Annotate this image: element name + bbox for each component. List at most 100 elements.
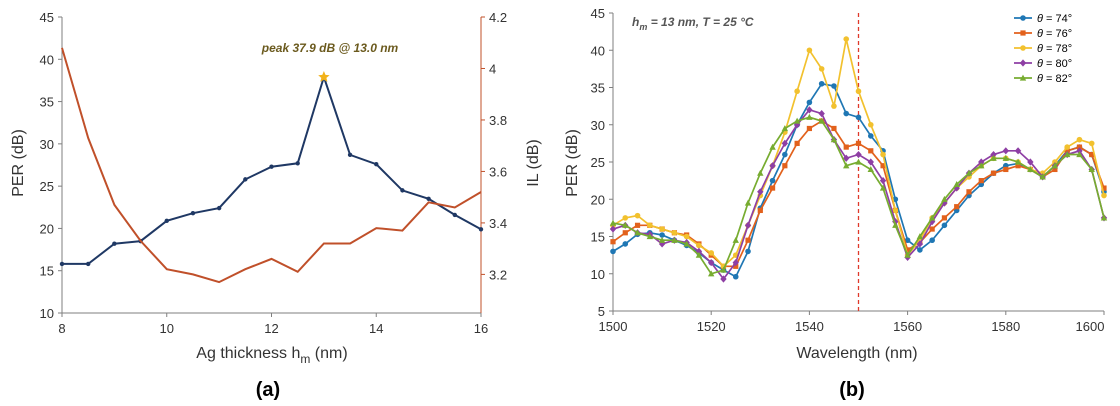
panel-b-series-point [794, 140, 800, 146]
panel-b-series-point [1088, 140, 1095, 147]
panel-b-series-point [1052, 166, 1058, 173]
panel-a-y-tick-label: 15 [40, 264, 54, 279]
panel-b-series-point [954, 204, 960, 210]
panel-b-series-point [928, 214, 936, 221]
panel-a-x-axis-label-main: Ag thickness h [196, 345, 300, 362]
legend-label: θ = 74° [1037, 13, 1072, 25]
panel-b-series-point [831, 83, 837, 89]
panel-b-y-tick-label: 40 [591, 43, 605, 58]
panel-b-y-tick-label: 30 [591, 118, 605, 133]
panel-b-series-point [745, 237, 751, 243]
panel-b-series-point [818, 66, 825, 72]
panel-b-series-point [1051, 162, 1059, 169]
panel-b-series-point [831, 125, 837, 132]
panel-a-series [59, 47, 484, 284]
panel-b-series-point [867, 133, 874, 139]
panel-b-series-point [610, 239, 616, 245]
panel-a-y-axis-label: PER (dB) [10, 129, 27, 197]
panel-b-series-point [671, 236, 678, 243]
panel-b-series-point [708, 250, 714, 256]
panel-a-per-point [243, 177, 248, 182]
panel-b-series-point [941, 215, 948, 221]
panel-b-series-point [892, 221, 899, 228]
panel-a-y-tick-label: 40 [40, 52, 54, 67]
panel-a-x-tick-label: 8 [58, 321, 65, 336]
panel-b-y-tick-label: 10 [591, 267, 605, 282]
panel-b-series-point [733, 263, 739, 269]
panel-b-series-point [953, 184, 960, 192]
panel-b-series-point [855, 140, 862, 146]
panel-b-series-point [1039, 173, 1046, 180]
panel-a-per-line [62, 73, 482, 265]
panel-b-series-point [769, 177, 776, 184]
panel-b-series-point [941, 199, 948, 207]
panel-b-series-point [683, 233, 690, 240]
panel-b-x-tick-label: 1560 [893, 319, 922, 334]
panel-b-series-point [1100, 214, 1108, 221]
panel-b-series-point [1076, 144, 1083, 150]
panel-b-annotation-h: h [632, 15, 639, 29]
panel-b-series-point [769, 185, 776, 191]
legend-theta-value: = 76° [1043, 28, 1072, 40]
panel-b-series-point [622, 241, 629, 247]
panel-b-series-point [659, 226, 665, 232]
panel-b-series-point [745, 248, 751, 255]
legend-label: θ = 76° [1037, 28, 1072, 40]
panel-a-peak-annotation: peak 37.9 dB @ 13.0 nm [261, 41, 399, 55]
panel-a-label: (a) [256, 379, 280, 401]
panel-b-series-point [843, 162, 850, 169]
panel-b-series-point [855, 158, 862, 165]
panel-a-per-point [295, 161, 300, 166]
panel-b-annotation-rest: = 13 nm, T = 25 °C [647, 15, 754, 29]
panel-b-series-point [1064, 148, 1070, 154]
panel-b-x-tick-label: 1580 [991, 319, 1020, 334]
panel-b-series-point [806, 47, 813, 54]
panel-b-series-point [806, 106, 813, 114]
legend-label: θ = 78° [1037, 43, 1072, 55]
panel-b-series-point [978, 162, 985, 169]
panel-b-series-point [695, 251, 703, 258]
panel-b-series-point [953, 180, 960, 187]
legend-theta-symbol: θ [1037, 13, 1043, 25]
panel-b-series-point [1076, 136, 1083, 143]
panel-a: 8 10 12 14 16 10 15 20 25 30 35 40 45 3.2 3.4 3.6 3.8 4 4.… [10, 10, 542, 401]
panel-b-series-point [818, 109, 825, 118]
panel-b-series-point [732, 273, 739, 280]
panel-b-series-point [880, 163, 886, 169]
legend-theta-symbol: θ [1037, 43, 1043, 55]
panel-b-series-point [880, 151, 886, 158]
panel-b-series-point [1002, 147, 1009, 155]
panel-b-series-point [622, 230, 628, 236]
panel-b-series-point [1015, 163, 1021, 169]
panel-b-series-point [843, 110, 850, 117]
panel-a-y2-tick-label: 4.2 [489, 10, 507, 25]
panel-a-peak-star [318, 71, 330, 82]
panel-b-series-point [867, 166, 874, 173]
panel-a-per-point [347, 152, 353, 158]
panel-b-series-point [634, 212, 641, 219]
panel-b-series-point [867, 121, 874, 128]
panel-b-series-point [634, 222, 641, 228]
panel-b-conditions-annotation: hm = 13 nm, T = 25 °C [632, 15, 754, 32]
panel-b-series-point [879, 184, 887, 191]
panel-a-y2-tick-label: 3.6 [489, 164, 507, 179]
panel-b-series-point [1014, 147, 1022, 155]
panel-b-series-point [793, 117, 801, 124]
legend-theta-value: = 80° [1043, 58, 1072, 70]
panel-b-series-point [646, 233, 654, 240]
panel-b-series-point [1088, 166, 1095, 173]
panel-a-per-point [269, 164, 274, 169]
panel-b-series-point [782, 163, 788, 169]
panel-b-series-point [941, 195, 948, 202]
panel-b: 1500 1520 1540 1560 1580 16005101520253035404… [564, 6, 1108, 401]
legend-marker [1020, 45, 1026, 51]
panel-b-series-point [868, 148, 874, 154]
panel-b-x-axis-label: Wavelength (nm) [796, 345, 917, 362]
panel-b-legend: θ = 74°θ = 76°θ = 78°θ = 80°θ = 82° [1014, 13, 1072, 85]
panel-b-series-point [843, 154, 850, 162]
panel-b-series-point [879, 177, 887, 185]
panel-b-series-point [757, 169, 764, 176]
panel-a-ticks: 8 10 12 14 16 10 15 20 25 30 35 40 45 3.2 3.4 3.6 3.8 4 4.… [40, 10, 508, 336]
panel-b-series-point [1063, 151, 1071, 158]
panel-a-per-point [400, 188, 405, 193]
